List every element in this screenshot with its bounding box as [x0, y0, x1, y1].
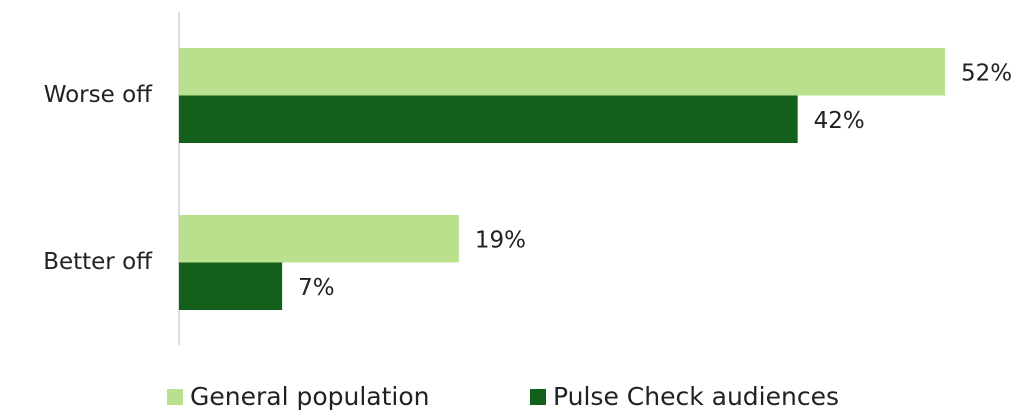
value-label: 7% [298, 275, 335, 301]
legend-swatch [530, 389, 546, 405]
category-label: Worse off [44, 82, 153, 108]
bar [179, 48, 945, 96]
value-label: 19% [475, 227, 526, 253]
legend-label: Pulse Check audiences [553, 382, 839, 411]
value-label: 42% [814, 108, 865, 134]
bar [179, 95, 798, 143]
bar [179, 262, 283, 310]
category-label: Better off [43, 249, 153, 275]
bar [179, 215, 459, 263]
value-label: 52% [961, 60, 1012, 86]
legend-label: General population [190, 382, 430, 411]
legend-swatch [167, 389, 183, 405]
